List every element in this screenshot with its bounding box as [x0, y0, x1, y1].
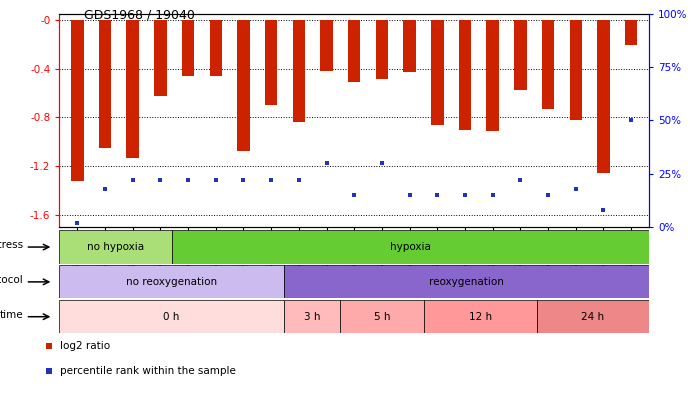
- Text: 24 h: 24 h: [581, 312, 604, 322]
- Bar: [172, 230, 649, 264]
- Text: 12 h: 12 h: [469, 312, 492, 322]
- Text: percentile rank within the sample: percentile rank within the sample: [59, 366, 235, 376]
- Bar: [542, 20, 554, 109]
- Text: GDS1968 / 19040: GDS1968 / 19040: [84, 9, 195, 22]
- Bar: [284, 300, 340, 333]
- Bar: [284, 265, 649, 298]
- Text: reoxygenation: reoxygenation: [429, 277, 504, 287]
- Bar: [182, 20, 194, 76]
- Bar: [320, 20, 333, 71]
- Bar: [71, 20, 84, 181]
- Bar: [99, 20, 111, 148]
- Bar: [59, 265, 284, 298]
- Bar: [340, 300, 424, 333]
- Text: no reoxygenation: no reoxygenation: [126, 277, 217, 287]
- Bar: [459, 20, 471, 130]
- Bar: [570, 20, 582, 120]
- Text: no hypoxia: no hypoxia: [87, 242, 144, 252]
- Text: time: time: [0, 310, 23, 320]
- Bar: [625, 20, 637, 45]
- Text: log2 ratio: log2 ratio: [59, 341, 110, 352]
- Bar: [59, 300, 284, 333]
- Bar: [292, 20, 305, 122]
- Bar: [348, 20, 360, 82]
- Bar: [154, 20, 167, 96]
- Text: hypoxia: hypoxia: [390, 242, 431, 252]
- Text: protocol: protocol: [0, 275, 23, 285]
- Bar: [597, 20, 609, 173]
- Bar: [537, 300, 649, 333]
- Bar: [424, 300, 537, 333]
- Text: 5 h: 5 h: [374, 312, 391, 322]
- Bar: [265, 20, 277, 105]
- Bar: [59, 230, 172, 264]
- Bar: [487, 20, 499, 131]
- Bar: [237, 20, 250, 151]
- Text: 0 h: 0 h: [163, 312, 180, 322]
- Bar: [431, 20, 443, 125]
- Bar: [376, 20, 388, 79]
- Text: stress: stress: [0, 240, 23, 250]
- Text: 3 h: 3 h: [304, 312, 320, 322]
- Bar: [514, 20, 526, 90]
- Bar: [209, 20, 222, 76]
- Bar: [126, 20, 139, 158]
- Bar: [403, 20, 416, 72]
